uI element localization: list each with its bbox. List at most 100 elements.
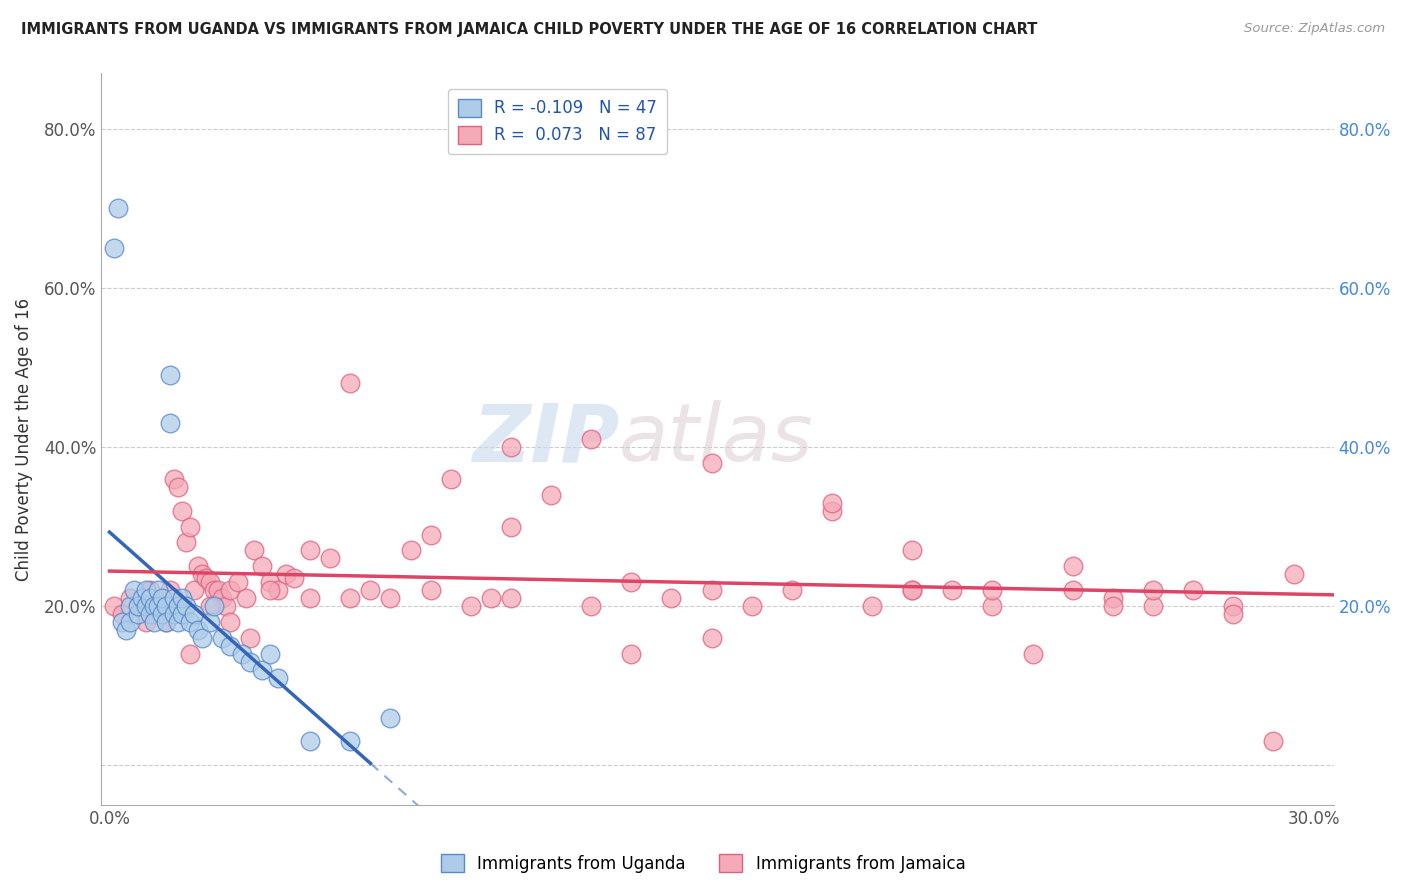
Legend: R = -0.109   N = 47, R =  0.073   N = 87: R = -0.109 N = 47, R = 0.073 N = 87 — [447, 88, 666, 154]
Point — [299, 734, 322, 748]
Point — [138, 607, 160, 621]
Point — [700, 456, 723, 470]
Point — [339, 734, 361, 748]
Point — [166, 480, 188, 494]
Point — [211, 631, 233, 645]
Point — [299, 543, 322, 558]
Point — [114, 623, 136, 637]
Point — [1142, 583, 1164, 598]
Point — [163, 472, 186, 486]
Point — [620, 575, 643, 590]
Point — [146, 583, 169, 598]
Y-axis label: Child Poverty Under the Age of 16: Child Poverty Under the Age of 16 — [15, 297, 32, 581]
Point — [150, 591, 173, 606]
Point — [1142, 599, 1164, 614]
Point — [170, 591, 193, 606]
Point — [191, 567, 214, 582]
Point — [299, 591, 322, 606]
Point — [174, 535, 197, 549]
Point — [700, 583, 723, 598]
Point — [170, 607, 193, 621]
Point — [118, 615, 141, 629]
Point — [155, 615, 177, 629]
Point — [250, 559, 273, 574]
Point — [166, 615, 188, 629]
Point — [146, 599, 169, 614]
Point — [179, 647, 201, 661]
Point — [231, 647, 253, 661]
Point — [479, 591, 502, 606]
Point — [163, 607, 186, 621]
Point — [219, 615, 242, 629]
Point — [170, 503, 193, 517]
Point — [235, 591, 257, 606]
Point — [138, 583, 160, 598]
Point — [207, 583, 229, 598]
Point — [1062, 583, 1084, 598]
Point — [239, 631, 262, 645]
Point — [219, 583, 242, 598]
Point — [860, 599, 883, 614]
Point — [127, 607, 149, 621]
Point — [440, 472, 463, 486]
Point — [146, 599, 169, 614]
Point — [1102, 599, 1125, 614]
Point — [110, 607, 132, 621]
Point — [901, 543, 924, 558]
Point — [981, 583, 1004, 598]
Point — [499, 591, 522, 606]
Point — [187, 623, 209, 637]
Text: Source: ZipAtlas.com: Source: ZipAtlas.com — [1244, 22, 1385, 36]
Legend: Immigrants from Uganda, Immigrants from Jamaica: Immigrants from Uganda, Immigrants from … — [434, 847, 972, 880]
Point — [131, 591, 153, 606]
Point — [179, 615, 201, 629]
Point — [380, 710, 402, 724]
Point — [380, 591, 402, 606]
Point — [1263, 734, 1285, 748]
Point — [1222, 607, 1244, 621]
Point — [399, 543, 422, 558]
Point — [183, 583, 205, 598]
Point — [155, 599, 177, 614]
Text: ZIP: ZIP — [471, 400, 619, 478]
Point — [122, 583, 145, 598]
Point — [107, 201, 129, 215]
Point — [110, 615, 132, 629]
Point — [191, 631, 214, 645]
Point — [150, 607, 173, 621]
Point — [283, 571, 305, 585]
Point — [259, 583, 281, 598]
Point — [419, 527, 441, 541]
Point — [159, 416, 181, 430]
Point — [127, 599, 149, 614]
Point — [981, 599, 1004, 614]
Point — [211, 591, 233, 606]
Point — [135, 599, 157, 614]
Point — [243, 543, 266, 558]
Point — [780, 583, 803, 598]
Point — [1282, 567, 1305, 582]
Point — [118, 591, 141, 606]
Point — [198, 615, 221, 629]
Point — [821, 496, 844, 510]
Point — [274, 567, 297, 582]
Point — [700, 631, 723, 645]
Point — [226, 575, 249, 590]
Point — [259, 647, 281, 661]
Text: IMMIGRANTS FROM UGANDA VS IMMIGRANTS FROM JAMAICA CHILD POVERTY UNDER THE AGE OF: IMMIGRANTS FROM UGANDA VS IMMIGRANTS FRO… — [21, 22, 1038, 37]
Point — [419, 583, 441, 598]
Point — [194, 571, 217, 585]
Point — [339, 376, 361, 391]
Point — [821, 503, 844, 517]
Point — [103, 241, 125, 255]
Point — [259, 575, 281, 590]
Point — [215, 599, 238, 614]
Point — [202, 599, 225, 614]
Point — [319, 551, 342, 566]
Point — [135, 615, 157, 629]
Point — [579, 432, 602, 446]
Point — [1021, 647, 1043, 661]
Point — [267, 671, 290, 685]
Point — [579, 599, 602, 614]
Text: atlas: atlas — [619, 400, 814, 478]
